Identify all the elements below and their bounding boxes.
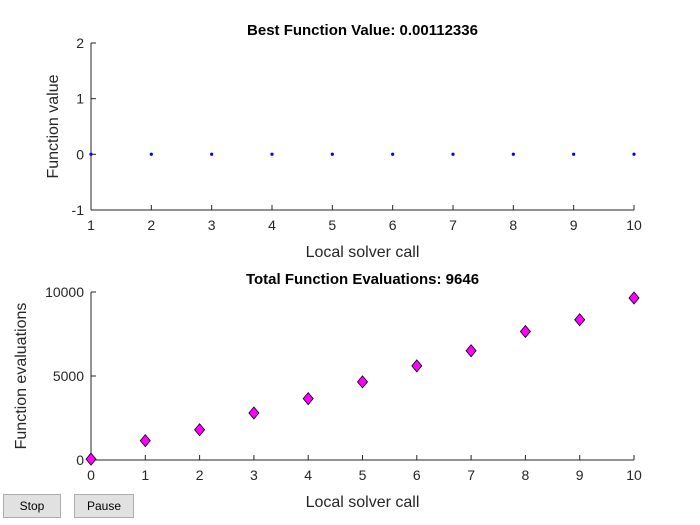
chart2-x-tick-label: 1 bbox=[141, 467, 149, 483]
chart1-point bbox=[330, 152, 334, 156]
chart1-x-tick-label: 9 bbox=[570, 217, 578, 233]
chart1-x-tick-label: 2 bbox=[147, 217, 155, 233]
chart1-point bbox=[89, 152, 93, 156]
chart2-y-tick-label: 10000 bbox=[45, 284, 84, 300]
chart2-x-tick-label: 7 bbox=[467, 467, 475, 483]
chart1-point bbox=[451, 152, 455, 156]
chart1-x-tick-label: 4 bbox=[268, 217, 276, 233]
chart2-x-tick-label: 9 bbox=[576, 467, 584, 483]
chart1-title: Best Function Value: 0.00112336 bbox=[247, 22, 478, 39]
chart2-point bbox=[519, 324, 531, 339]
chart2-point bbox=[302, 392, 314, 406]
chart1-point bbox=[210, 152, 214, 156]
chart2-x-label: Local solver call bbox=[306, 494, 420, 511]
chart2-point bbox=[85, 452, 97, 466]
chart2-x-tick-label: 5 bbox=[359, 467, 367, 483]
chart1-x-label: Local solver call bbox=[306, 244, 420, 261]
chart2-x-tick-label: 2 bbox=[196, 467, 204, 483]
chart2-x-tick-label: 10 bbox=[626, 467, 642, 483]
chart2-x-tick-label: 3 bbox=[250, 467, 258, 483]
chart2-y-tick-label: 0 bbox=[76, 452, 84, 468]
chart1-point bbox=[632, 152, 636, 156]
chart1-y-tick-label: -1 bbox=[72, 202, 85, 218]
chart2-point bbox=[574, 313, 586, 327]
chart2-x-tick-label: 0 bbox=[87, 467, 95, 483]
chart1-point bbox=[149, 152, 153, 156]
chart1-point bbox=[511, 152, 515, 156]
chart2-x-tick-label: 8 bbox=[522, 467, 530, 483]
chart1-x-tick-label: 8 bbox=[509, 217, 517, 233]
chart2-x-tick-label: 6 bbox=[413, 467, 421, 483]
chart1-y-tick-label: 2 bbox=[76, 35, 84, 51]
chart2-point bbox=[628, 291, 640, 305]
chart1-y-tick-label: 0 bbox=[76, 146, 84, 162]
chart2-point bbox=[139, 434, 151, 448]
chart2-y-tick-label: 5000 bbox=[53, 368, 84, 384]
chart1-point bbox=[270, 152, 274, 156]
stop-button[interactable]: Stop bbox=[3, 494, 61, 518]
chart1-point bbox=[572, 152, 576, 156]
chart2-point bbox=[194, 423, 206, 437]
chart1-x-tick-label: 1 bbox=[87, 217, 95, 233]
chart2-x-tick-label: 4 bbox=[304, 467, 312, 483]
chart2-point bbox=[411, 359, 423, 373]
chart1-x-tick-label: 6 bbox=[389, 217, 397, 233]
chart1-point bbox=[391, 152, 395, 156]
chart2-point bbox=[465, 344, 477, 358]
chart2-title: Total Function Evaluations: 9646 bbox=[246, 271, 479, 288]
chart2-point bbox=[356, 375, 369, 389]
chart1-x-tick-label: 7 bbox=[449, 217, 457, 233]
chart2-y-label: Function evaluations bbox=[13, 303, 30, 450]
chart2-point bbox=[248, 406, 260, 420]
chart1-x-tick-label: 3 bbox=[208, 217, 216, 233]
pause-button[interactable]: Pause bbox=[74, 494, 134, 518]
chart1-y-tick-label: 1 bbox=[76, 91, 84, 107]
chart1-y-label: Function value bbox=[45, 74, 62, 178]
chart1-x-tick-label: 5 bbox=[328, 217, 336, 233]
chart1-x-tick-label: 10 bbox=[626, 217, 642, 233]
